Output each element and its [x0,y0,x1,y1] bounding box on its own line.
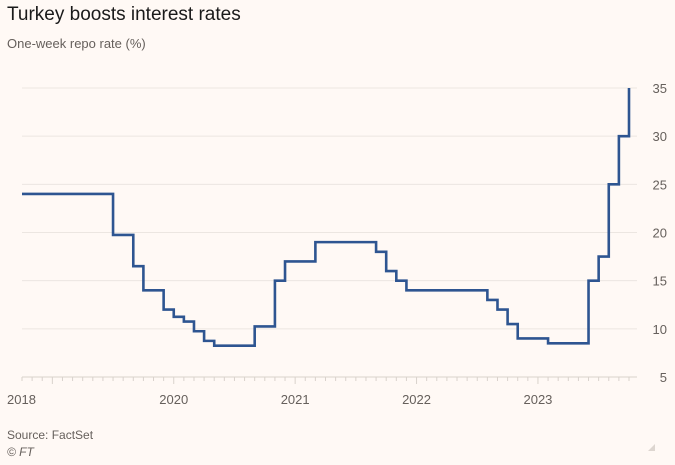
y-tick-label: 35 [653,81,667,96]
x-tick-label: 2022 [402,392,431,407]
y-tick-label: 25 [653,177,667,192]
series-line [22,88,631,347]
resize-handle-icon[interactable] [648,444,655,451]
copyright-note: © FT [7,445,34,459]
x-tick-label: 2018 [7,392,36,407]
source-note: Source: FactSet [7,428,94,442]
chart-subtitle: One-week repo rate (%) [7,36,146,51]
y-tick-label: 15 [653,274,667,289]
y-tick-label: 5 [660,370,667,385]
y-tick-label: 10 [653,322,667,337]
y-tick-label: 20 [653,226,667,241]
y-tick-label: 30 [653,129,667,144]
chart-title: Turkey boosts interest rates [7,4,241,25]
x-tick-label: 2020 [159,392,188,407]
x-tick-label: 2023 [523,392,552,407]
x-tick-label: 2021 [281,392,310,407]
